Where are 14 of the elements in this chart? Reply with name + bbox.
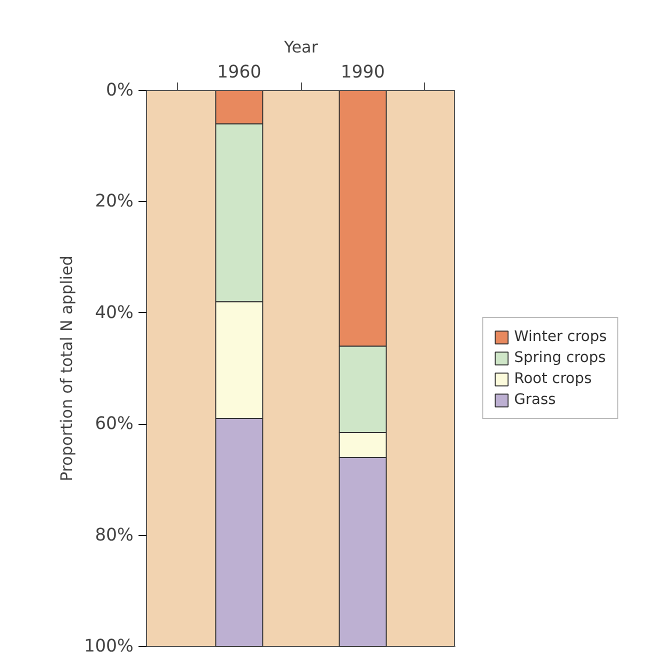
x-axis-title: Year — [283, 38, 318, 56]
legend-label: Winter crops — [514, 328, 607, 345]
legend-label: Root crops — [514, 370, 592, 387]
y-tick-label: 40% — [94, 302, 134, 323]
legend-label: Grass — [514, 391, 556, 408]
y-tick-label: 100% — [84, 636, 134, 656]
y-tick-label: 20% — [94, 192, 134, 212]
y-axis-title: Proportion of total N applied — [56, 256, 76, 482]
y-tick-label: 80% — [94, 525, 134, 546]
legend-label: Spring crops — [514, 349, 606, 366]
y-tick-label: 60% — [94, 414, 134, 434]
x-tick-label: 1960 — [217, 62, 262, 82]
x-tick-label: 1990 — [340, 62, 385, 82]
y-tick-label: 0% — [106, 80, 134, 100]
